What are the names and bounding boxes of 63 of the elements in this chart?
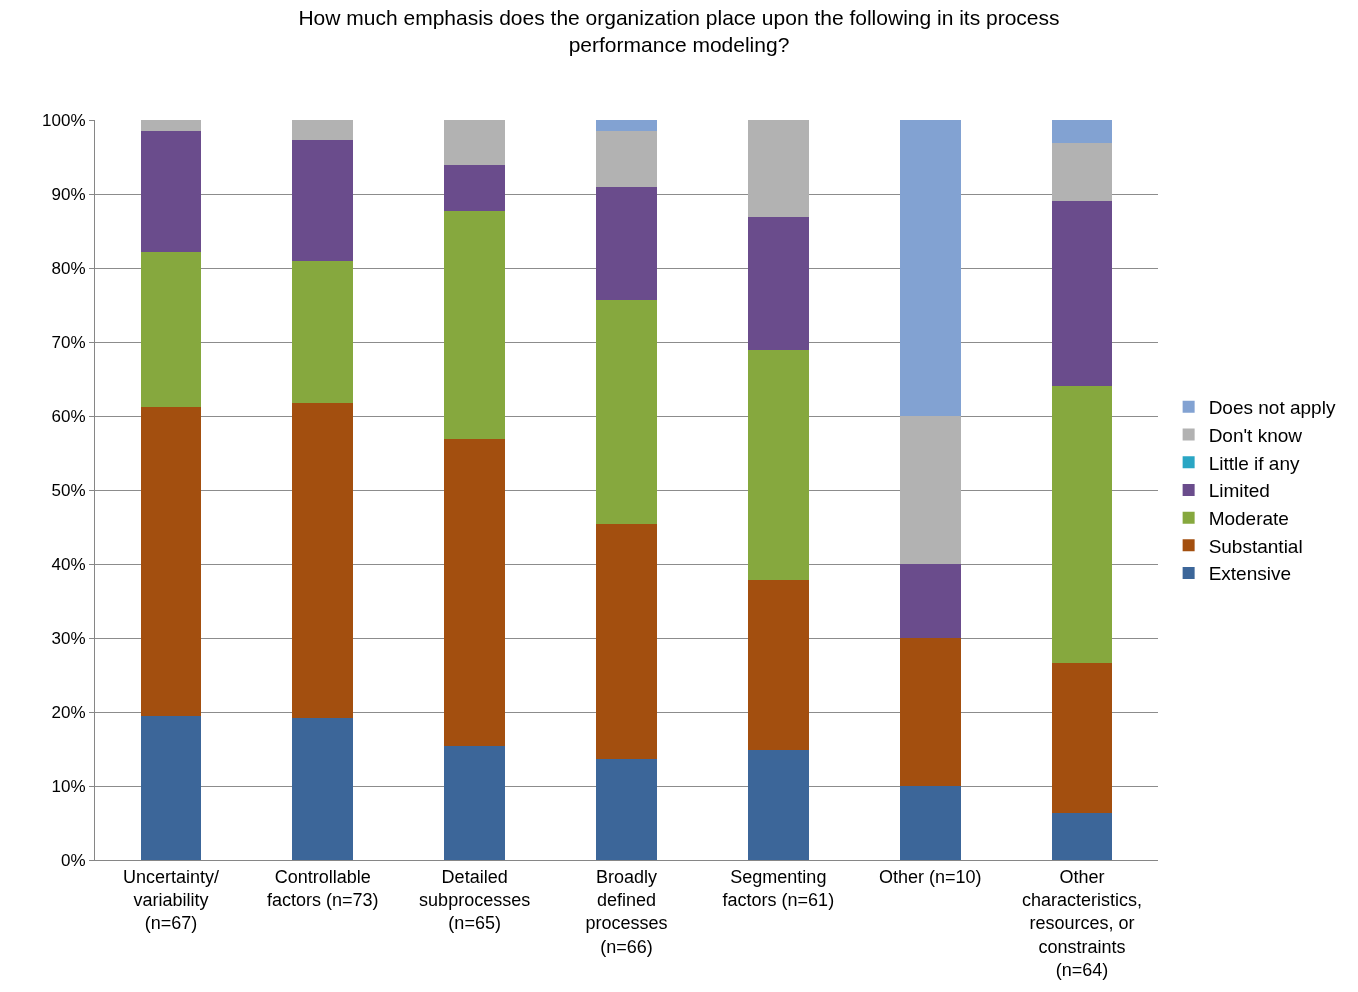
y-tick-label: 60%: [51, 406, 86, 426]
bar: [899, 638, 961, 786]
bar: [747, 580, 809, 751]
bar: [596, 524, 657, 760]
bar: [1051, 385, 1113, 664]
x-tick-label: Broadly defined processes (n=66): [585, 866, 668, 957]
bar: [596, 131, 657, 188]
bar: [747, 350, 809, 581]
y-tick-label: 90%: [51, 184, 86, 204]
legend-label: Don't know: [1208, 424, 1303, 446]
bar: [899, 416, 961, 564]
legend-label: Extensive: [1208, 563, 1292, 585]
bar: [899, 120, 961, 416]
legend-label: Moderate: [1208, 508, 1289, 530]
bar: [1051, 813, 1113, 860]
bar: [1051, 663, 1113, 814]
bar: [444, 120, 506, 166]
bar: [140, 120, 202, 132]
x-tick-label: Other (n=10): [878, 866, 982, 887]
bar: [596, 187, 657, 300]
bar: [1051, 120, 1113, 143]
legend-label: Limited: [1208, 480, 1270, 502]
y-tick-label: 20%: [51, 702, 86, 722]
legend-label: Does not apply: [1208, 397, 1336, 419]
bar: [1051, 200, 1113, 386]
bar: [292, 261, 354, 404]
bar: [292, 139, 354, 262]
legend-label: Little if any: [1208, 452, 1300, 474]
bar: [899, 564, 961, 638]
bar: [747, 750, 809, 860]
legend-label: Substantial: [1208, 535, 1303, 557]
bar: [899, 786, 961, 860]
x-tick-label: Segmenting factors (n=61): [722, 866, 835, 910]
bar: [292, 120, 354, 140]
y-tick-label: 50%: [51, 480, 86, 500]
bar: [747, 216, 809, 351]
x-tick-label: Detailed subprocesses (n=65): [419, 866, 531, 934]
x-tick-label: Other characteristics, resources, or constraints (n=64): [1022, 866, 1143, 981]
y-tick-label: 40%: [51, 554, 86, 574]
y-tick-label: 30%: [51, 628, 86, 648]
x-tick-label: Uncertainty/ variability (n=67): [122, 866, 219, 934]
y-tick-label: 70%: [51, 332, 86, 352]
x-tick-label: Controllable factors (n=73): [267, 866, 379, 910]
bar: [292, 717, 354, 860]
bar: [140, 407, 202, 717]
bar: [292, 403, 354, 718]
bar: [1051, 142, 1113, 201]
bar: [140, 131, 202, 253]
bar: [747, 120, 809, 217]
bar: [596, 120, 657, 132]
y-tick-label: 0%: [61, 850, 86, 870]
chart-title: How much emphasis does the organization place upon the following in its process performance modeling?: [298, 5, 1060, 57]
bar: [596, 299, 657, 525]
bar: [444, 165, 506, 212]
y-tick-label: 100%: [42, 110, 86, 130]
y-tick-label: 10%: [51, 776, 86, 796]
y-tick-label: 80%: [51, 258, 86, 278]
bar: [596, 759, 657, 860]
bar: [444, 438, 506, 747]
bar: [444, 746, 506, 860]
bar: [444, 211, 506, 439]
bar: [140, 716, 202, 860]
bar: [140, 252, 202, 408]
